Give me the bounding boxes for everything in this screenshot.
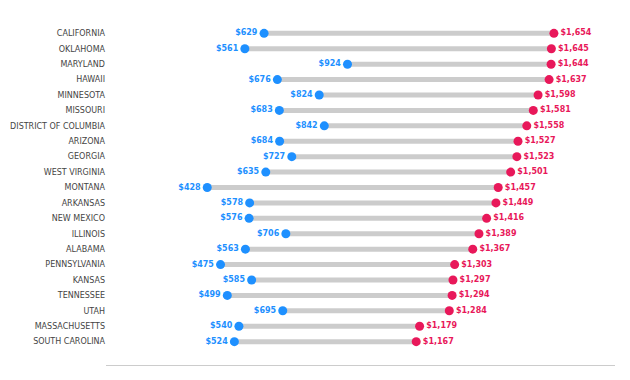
svg-text:$1,284: $1,284 [456,306,487,315]
svg-text:$1,645: $1,645 [558,44,589,53]
svg-text:$676: $676 [248,75,271,84]
svg-text:ARIZONA: ARIZONA [68,137,105,146]
svg-text:$1,167: $1,167 [423,337,454,346]
svg-text:$1,558: $1,558 [533,121,564,130]
svg-text:MINNESOTA: MINNESOTA [58,91,106,100]
svg-text:$540: $540 [210,321,233,330]
svg-text:$1,297: $1,297 [460,275,491,284]
svg-text:KANSAS: KANSAS [73,276,105,285]
svg-text:$1,523: $1,523 [524,152,555,161]
svg-text:$1,367: $1,367 [479,244,510,253]
svg-text:SOUTH CAROLINA: SOUTH CAROLINA [33,337,105,346]
svg-text:$1,581: $1,581 [540,105,571,114]
svg-text:UTAH: UTAH [83,307,105,316]
svg-text:$1,294: $1,294 [459,290,490,299]
svg-text:$635: $635 [237,167,260,176]
svg-text:$475: $475 [192,260,215,269]
svg-text:TENNESSEE: TENNESSEE [57,291,105,300]
svg-text:$824: $824 [290,90,313,99]
svg-text:GEORGIA: GEORGIA [68,152,106,161]
svg-text:$1,644: $1,644 [558,59,589,68]
svg-text:$1,598: $1,598 [545,90,576,99]
svg-text:$1,457: $1,457 [505,183,536,192]
svg-text:MARYLAND: MARYLAND [60,60,105,69]
svg-text:MONTANA: MONTANA [65,183,106,192]
svg-text:ARKANSAS: ARKANSAS [62,199,105,208]
svg-text:$499: $499 [198,290,221,299]
svg-text:ILLINOIS: ILLINOIS [72,230,105,239]
svg-text:$727: $727 [263,152,285,161]
svg-text:DISTRICT OF COLUMBIA: DISTRICT OF COLUMBIA [10,122,105,131]
svg-text:CALIFORNIA: CALIFORNIA [57,29,106,38]
svg-text:$684: $684 [251,136,274,145]
svg-text:$578: $578 [221,198,244,207]
svg-text:NEW MEXICO: NEW MEXICO [52,214,105,223]
svg-text:PENNSYLVANIA: PENNSYLVANIA [45,260,105,269]
svg-text:$1,303: $1,303 [461,260,492,269]
svg-text:$706: $706 [257,229,280,238]
svg-text:$561: $561 [216,44,239,53]
svg-text:WEST VIRGINIA: WEST VIRGINIA [44,168,106,177]
svg-text:$842: $842 [295,121,317,130]
svg-text:$428: $428 [178,183,201,192]
svg-text:$695: $695 [254,306,277,315]
svg-text:$1,389: $1,389 [486,229,517,238]
svg-text:$585: $585 [223,275,246,284]
svg-text:ALABAMA: ALABAMA [66,245,105,254]
svg-text:HAWAII: HAWAII [76,75,105,84]
svg-text:$1,501: $1,501 [517,167,548,176]
svg-text:$576: $576 [220,213,243,222]
svg-text:$1,637: $1,637 [556,75,587,84]
svg-text:MISSOURI: MISSOURI [66,106,106,115]
svg-text:$924: $924 [319,59,342,68]
svg-text:$1,654: $1,654 [561,28,592,37]
svg-text:$563: $563 [217,244,239,253]
svg-text:$1,527: $1,527 [525,136,556,145]
svg-text:MASSACHUSETTS: MASSACHUSETTS [35,322,105,331]
svg-text:$683: $683 [250,105,272,114]
svg-text:$524: $524 [205,337,228,346]
svg-text:OKLAHOMA: OKLAHOMA [59,45,106,54]
svg-text:$629: $629 [235,28,258,37]
svg-text:$1,416: $1,416 [493,213,524,222]
svg-text:$1,179: $1,179 [426,321,457,330]
svg-text:$1,449: $1,449 [503,198,534,207]
